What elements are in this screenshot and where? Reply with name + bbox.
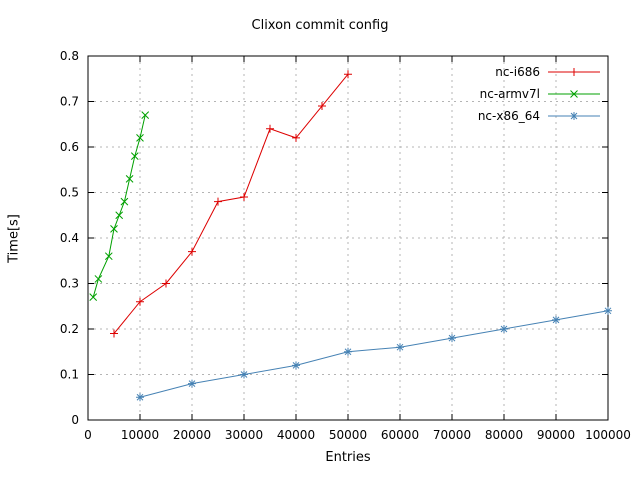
plot-border <box>87 55 609 421</box>
x-tick-label: 70000 <box>433 428 471 442</box>
series-marker <box>136 134 144 142</box>
y-tick-label: 0.1 <box>60 368 79 382</box>
x-tick-label: 100000 <box>585 428 631 442</box>
series-marker <box>94 275 103 283</box>
series-marker <box>318 102 326 111</box>
x-tick-label: 40000 <box>277 428 315 442</box>
x-tick-label: 80000 <box>485 428 523 442</box>
y-tick-label: 0.2 <box>60 322 79 336</box>
series-marker <box>141 111 150 120</box>
series-marker <box>292 133 300 142</box>
series-marker <box>136 393 144 402</box>
series-marker <box>570 68 578 76</box>
series-marker <box>214 197 222 206</box>
y-tick-label: 0.8 <box>60 49 79 63</box>
series-line-nc-x86_64 <box>139 310 609 398</box>
series-marker <box>188 379 196 388</box>
series-marker <box>396 343 404 352</box>
x-tick-label: 90000 <box>537 428 575 442</box>
series-marker <box>115 211 124 220</box>
series-marker <box>136 297 144 306</box>
y-tick-label: 0.3 <box>60 277 79 291</box>
series-marker <box>266 124 274 133</box>
series-marker <box>500 325 508 333</box>
y-tick-label: 0.5 <box>60 186 79 200</box>
series-marker <box>344 70 352 79</box>
x-tick-label: 10000 <box>121 428 159 442</box>
legend-label-nc-armv7l: nc-armv7l <box>480 87 540 101</box>
y-tick-label: 0 <box>71 413 79 427</box>
series-marker <box>130 152 139 160</box>
x-tick-label: 0 <box>84 428 92 442</box>
x-tick-label: 60000 <box>381 428 419 442</box>
series-marker <box>240 370 248 379</box>
series-line-nc-armv7l <box>92 115 146 298</box>
x-axis-label: Entries <box>325 450 371 465</box>
x-tick-label: 30000 <box>225 428 263 442</box>
series-marker <box>120 197 129 206</box>
series-marker <box>125 174 134 183</box>
series-marker <box>604 306 612 315</box>
series-marker <box>104 252 113 261</box>
series-marker <box>110 329 118 338</box>
y-tick-label: 0.6 <box>60 140 79 154</box>
legend-label-nc-x86_64: nc-x86_64 <box>478 109 540 123</box>
series-marker <box>240 193 248 202</box>
x-tick-label: 20000 <box>173 428 211 442</box>
series-marker <box>162 279 170 288</box>
series-marker <box>344 347 352 356</box>
chart-title: Clixon commit config <box>251 18 389 33</box>
series-marker <box>110 225 118 233</box>
series-marker <box>448 334 456 343</box>
series-marker <box>292 361 300 370</box>
y-tick-label: 0.7 <box>60 95 79 109</box>
series-marker <box>89 293 98 302</box>
series-marker <box>570 90 578 98</box>
series-line-nc-i686 <box>113 73 349 334</box>
y-tick-label: 0.4 <box>60 231 79 245</box>
y-axis-label: Time[s] <box>6 214 22 263</box>
series-marker <box>188 247 196 256</box>
legend-label-nc-i686: nc-i686 <box>495 65 540 79</box>
x-tick-label: 50000 <box>329 428 367 442</box>
series-marker <box>552 315 560 324</box>
series-marker <box>570 112 578 120</box>
